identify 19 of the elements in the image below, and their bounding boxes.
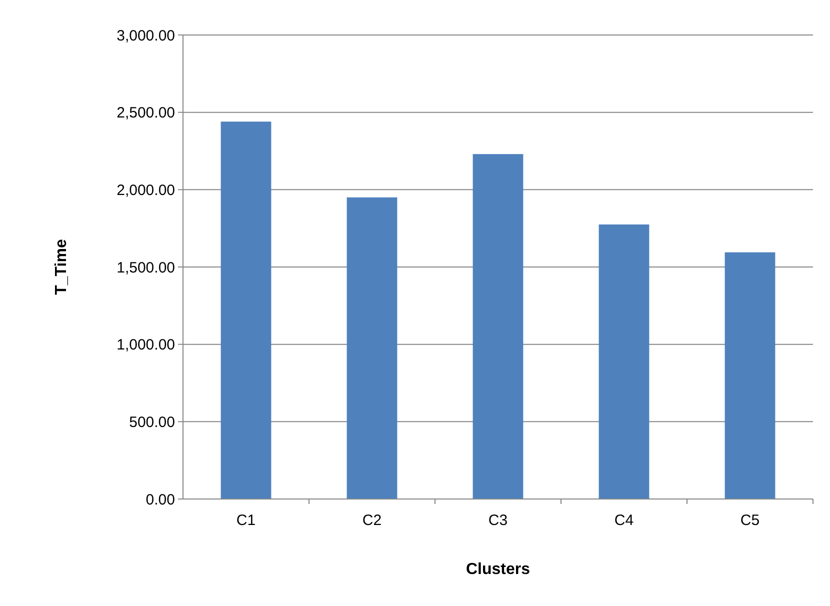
bar bbox=[220, 122, 272, 499]
x-tick-label: C4 bbox=[614, 512, 634, 529]
x-tick-label: C1 bbox=[236, 512, 256, 529]
y-tick-label: 3,000.00 bbox=[116, 27, 175, 44]
bar bbox=[724, 252, 776, 499]
x-tick-label: C5 bbox=[740, 512, 760, 529]
y-tick-label: 1,500.00 bbox=[116, 259, 175, 276]
bar bbox=[472, 154, 524, 499]
y-tick-label: 1,000.00 bbox=[116, 336, 175, 354]
y-tick-label: 2,500.00 bbox=[116, 104, 175, 122]
x-axis-title: Clusters bbox=[466, 561, 530, 578]
x-tick-label: C3 bbox=[488, 512, 508, 529]
y-axis-title: T_Time bbox=[53, 239, 70, 295]
bar bbox=[346, 197, 398, 499]
x-tick-label: C2 bbox=[362, 512, 382, 529]
y-tick-label: 500.00 bbox=[129, 414, 175, 431]
y-tick-label: 0.00 bbox=[146, 491, 175, 508]
y-tick-label: 2,000.00 bbox=[116, 182, 175, 199]
bar bbox=[598, 224, 650, 499]
